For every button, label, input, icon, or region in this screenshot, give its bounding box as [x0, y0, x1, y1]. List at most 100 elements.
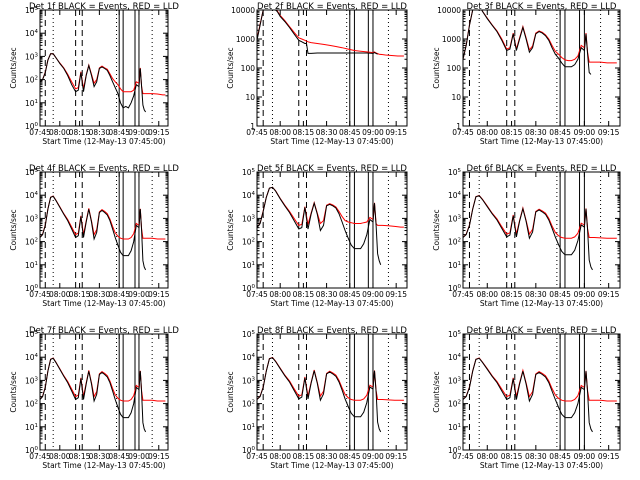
- y-tick-label: 100: [448, 446, 462, 455]
- y-tick-label: 105: [242, 330, 256, 339]
- x-tick-label: 07:45: [246, 290, 268, 299]
- y-tick-label: 100: [448, 284, 462, 293]
- y-tick-label: 10000: [437, 6, 461, 15]
- x-tick-label: 08:00: [269, 290, 291, 299]
- y-tick-label: 101: [242, 261, 255, 270]
- x-tick-label: 08:30: [525, 452, 547, 461]
- x-tick-label: 09:15: [148, 452, 170, 461]
- events-series-line: [463, 10, 592, 75]
- y-tick-label: 101: [25, 99, 38, 108]
- panel-title: Det 8f BLACK = Events, RED = LLD: [257, 326, 407, 336]
- panel-det-3f: Det 3f BLACK = Events, RED = LLD 1 10 100 10…: [432, 2, 621, 146]
- plot-frame: [462, 333, 621, 451]
- lld-series-line: [463, 194, 617, 239]
- panel-det-5f: Det 5f BLACK = Events, RED = LLD 100 101 10…: [226, 164, 408, 308]
- plot-frame: [256, 9, 408, 127]
- x-tick-label: 08:30: [89, 128, 111, 137]
- panel-det-1f: Det 1f BLACK = Events, RED = LLD 100 101 10…: [9, 2, 179, 146]
- y-tick-label: 105: [448, 168, 462, 177]
- x-tick-label: 09:00: [362, 290, 384, 299]
- events-series-line: [40, 53, 147, 113]
- x-tick-label: 08:15: [293, 452, 315, 461]
- y-tick-label: 104: [242, 191, 256, 200]
- y-tick-label: 100: [241, 64, 256, 73]
- y-axis-label: Counts/sec: [9, 47, 18, 88]
- y-tick-label: 103: [448, 376, 462, 385]
- y-tick-label: 103: [242, 214, 256, 223]
- panel-det-6f: Det 6f BLACK = Events, RED = LLD 100 101 10…: [432, 164, 621, 308]
- plot-frame: [39, 171, 169, 289]
- x-tick-label: 08:00: [49, 128, 71, 137]
- y-tick-label: 100: [242, 284, 256, 293]
- events-series-line: [40, 357, 147, 433]
- x-tick-label: 08:45: [339, 290, 361, 299]
- x-tick-label: 08:15: [293, 128, 315, 137]
- lld-series-line: [257, 356, 404, 401]
- series-group: [40, 195, 166, 271]
- reference-lines: [262, 334, 389, 450]
- x-axis-label: Start Time (12-May-13 07:45:00): [270, 461, 393, 470]
- panel-title: Det 9f BLACK = Events, RED = LLD: [467, 326, 617, 336]
- x-tick-label: 09:15: [385, 290, 407, 299]
- x-tick-label: 08:30: [316, 452, 338, 461]
- x-tick-label: 08:00: [49, 452, 71, 461]
- plot-frame: [39, 9, 169, 127]
- y-tick-label: 104: [25, 29, 39, 38]
- y-tick-label: 10: [245, 93, 255, 102]
- y-tick-label: 1: [250, 122, 255, 131]
- panel-title: Det 7f BLACK = Events, RED = LLD: [29, 326, 179, 336]
- x-axis-label: Start Time (12-May-13 07:45:00): [270, 137, 393, 146]
- y-axis-label: Counts/sec: [9, 209, 18, 250]
- x-tick-label: 08:15: [69, 128, 91, 137]
- x-tick-label: 08:15: [501, 290, 523, 299]
- reference-lines: [468, 10, 602, 126]
- x-tick-label: 07:45: [246, 452, 268, 461]
- panel-title: Det 4f BLACK = Events, RED = LLD: [29, 164, 179, 174]
- y-tick-label: 101: [448, 261, 461, 270]
- y-axis-label: Counts/sec: [226, 47, 235, 88]
- y-tick-label: 101: [448, 423, 461, 432]
- x-axis-label: Start Time (12-May-13 07:45:00): [270, 299, 393, 308]
- x-tick-label: 08:30: [89, 290, 111, 299]
- panel-title: Det 5f BLACK = Events, RED = LLD: [257, 164, 407, 174]
- y-axis-label: Counts/sec: [432, 47, 441, 88]
- x-tick-label: 08:15: [501, 452, 523, 461]
- y-tick-label: 105: [25, 168, 39, 177]
- reference-lines: [468, 334, 602, 450]
- y-tick-label: 1000: [442, 35, 461, 44]
- lld-series-line: [40, 195, 166, 240]
- x-tick-label: 08:45: [339, 128, 361, 137]
- y-tick-label: 102: [25, 238, 38, 247]
- y-tick-label: 100: [242, 446, 256, 455]
- x-tick-label: 09:15: [148, 290, 170, 299]
- y-tick-label: 102: [448, 238, 461, 247]
- events-series-line: [257, 10, 378, 55]
- y-axis-label: Counts/sec: [9, 371, 18, 412]
- x-tick-label: 08:00: [476, 452, 498, 461]
- y-tick-label: 103: [25, 214, 39, 223]
- y-tick-label: 105: [448, 330, 462, 339]
- x-tick-label: 08:45: [108, 128, 130, 137]
- x-tick-label: 09:15: [385, 128, 407, 137]
- y-tick-label: 101: [25, 423, 38, 432]
- series-group: [463, 10, 617, 75]
- x-axis-label: Start Time (12-May-13 07:45:00): [42, 299, 165, 308]
- x-axis-label: Start Time (12-May-13 07:45:00): [42, 137, 165, 146]
- plot-frame: [256, 171, 408, 289]
- x-tick-label: 09:15: [148, 128, 170, 137]
- reference-lines: [44, 10, 153, 126]
- panel-det-8f: Det 8f BLACK = Events, RED = LLD 100 101 10…: [226, 326, 408, 470]
- y-axis-label: Counts/sec: [226, 371, 235, 412]
- panel-det-7f: Det 7f BLACK = Events, RED = LLD 100 101 10…: [9, 326, 179, 470]
- y-tick-label: 103: [25, 376, 39, 385]
- x-tick-label: 09:15: [598, 128, 620, 137]
- y-tick-label: 102: [448, 400, 461, 409]
- panel-title: Det 1f BLACK = Events, RED = LLD: [29, 2, 179, 12]
- y-tick-label: 100: [25, 446, 39, 455]
- x-tick-label: 08:30: [316, 290, 338, 299]
- x-tick-label: 07:45: [29, 128, 51, 137]
- events-series-line: [463, 357, 593, 433]
- panel-title: Det 6f BLACK = Events, RED = LLD: [467, 164, 617, 174]
- series-group: [257, 356, 404, 433]
- y-tick-label: 103: [25, 52, 39, 61]
